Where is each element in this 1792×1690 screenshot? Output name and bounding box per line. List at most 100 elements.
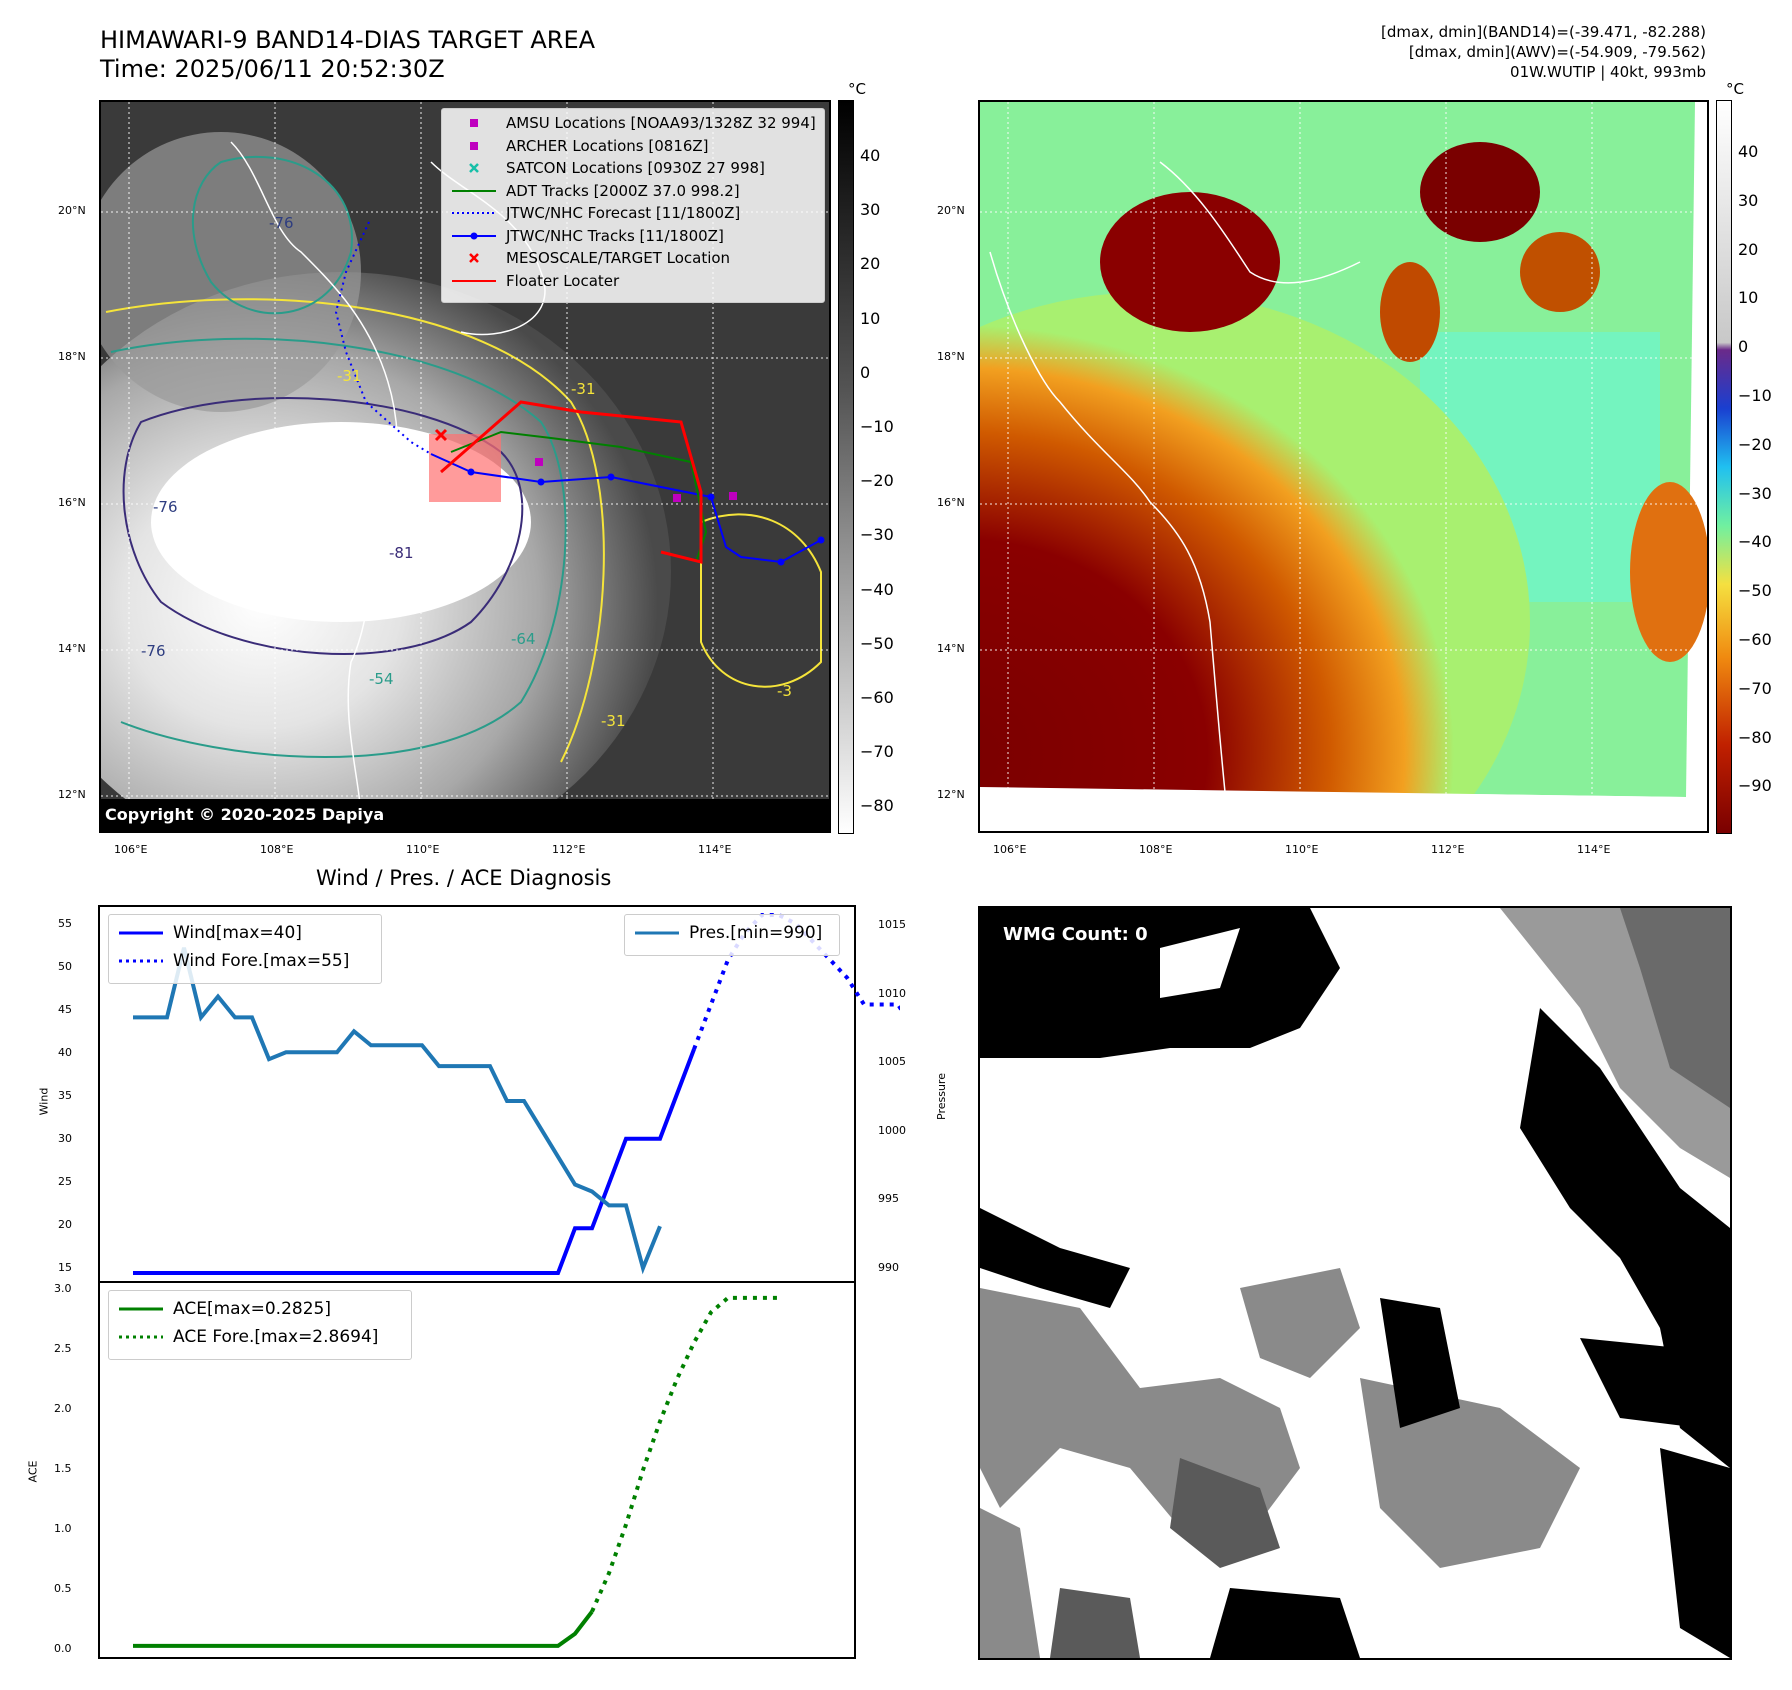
axis-tick-label: 1010 [878,986,906,1000]
wmg-panel: WMG Count: 0 [978,906,1732,1660]
legend-label: ACE Fore.[max=2.8694] [173,1327,379,1347]
pressure-series-line [133,947,662,1275]
colorbar-unit: °C [1726,80,1744,98]
wind-series-line [133,1048,696,1276]
contour-label: -76 [269,214,294,232]
legend-label: Pres.[min=990] [689,923,823,943]
legend-label: ARCHER Locations [0816Z] [506,136,709,155]
lat-tick: 12°N [58,788,86,801]
lon-tick: 106°E [993,843,1027,856]
contour-label: -76 [153,498,178,516]
axis-tick-label: 30 [860,200,881,220]
wind-ace-chart [98,905,900,1659]
legend-item-ace-forecast: ACE Fore.[max=2.8694] [109,1323,411,1351]
axis-tick-label: −40 [860,579,894,599]
lat-tick: 14°N [937,642,965,655]
axis-tick-label: 990 [878,1260,899,1274]
lat-tick: 18°N [58,350,86,363]
ace-forecast-series-line [590,1295,779,1613]
colorbar-gray [838,100,854,834]
lon-tick: 110°E [406,843,440,856]
axis-tick-label: 1.5 [54,1462,72,1475]
axis-tick-label: 45 [58,1003,72,1016]
axis-tick-label: 0.0 [54,1642,72,1655]
stats-line1: [dmax, dmin](BAND14)=(-39.471, -82.288) [1381,23,1706,41]
legend-item-amsu: AMSU Locations [NOAA93/1328Z 32 994] [442,112,824,135]
legend-label: Wind Fore.[max=55] [173,951,350,971]
pressure-axis-label: Pressure [934,1073,948,1120]
main-title-line1: HIMAWARI-9 BAND14-DIAS TARGET AREA [100,26,596,54]
axis-tick-label: 10 [860,308,881,328]
axis-tick-label: 35 [58,1089,72,1102]
axis-tick-label: 30 [1738,190,1759,210]
axis-tick-label: −80 [1738,727,1772,747]
axis-tick-label: −70 [860,742,894,762]
axis-tick-label: −40 [1738,532,1772,552]
axis-tick-label: −70 [1738,678,1772,698]
legend-label: JTWC/NHC Tracks [11/1800Z] [506,226,724,245]
axis-tick-label: 1000 [878,1123,906,1137]
legend-label: MESOSCALE/TARGET Location [506,249,731,268]
lon-tick: 112°E [1431,843,1465,856]
lon-tick: 114°E [1577,843,1611,856]
axis-tick-label: 40 [58,1046,72,1059]
lat-tick: 20°N [937,204,965,217]
legend-item-wind-forecast: Wind Fore.[max=55] [109,947,381,975]
axis-tick-label: 0 [1738,337,1749,357]
legend-label: AMSU Locations [NOAA93/1328Z 32 994] [506,114,816,133]
contour-label: -76 [141,642,166,660]
satellite-map-color [978,100,1709,833]
contour-label: -31 [337,367,362,385]
lon-tick: 108°E [260,843,294,856]
legend-item-adt: ADT Tracks [2000Z 37.0 998.2] [442,180,824,203]
legend-item-ace: ACE[max=0.2825] [109,1295,411,1323]
lon-tick: 106°E [114,843,148,856]
axis-tick-label: −30 [1738,483,1772,503]
axis-tick-label: −20 [860,471,894,491]
axis-tick-label: −90 [1738,776,1772,796]
pressure-legend: Pres.[min=990] [624,914,840,956]
contour-label: -81 [389,544,414,562]
axis-tick-label: 20 [58,1218,72,1231]
wind-legend: Wind[max=40] Wind Fore.[max=55] [108,914,382,984]
legend-label: SATCON Locations [0930Z 27 998] [506,159,765,178]
lat-tick: 12°N [937,788,965,801]
contour-label: -31 [571,380,596,398]
axis-tick-label: 40 [860,146,881,165]
lon-tick: 110°E [1285,843,1319,856]
map-legend: AMSU Locations [NOAA93/1328Z 32 994] ARC… [441,108,825,303]
legend-label: ACE[max=0.2825] [173,1299,331,1319]
lat-tick: 14°N [58,642,86,655]
legend-item-wind: Wind[max=40] [109,919,381,947]
legend-item-jtwc-forecast: JTWC/NHC Forecast [11/1800Z] [442,202,824,225]
lon-tick: 114°E [698,843,732,856]
contour-label: -54 [369,670,394,688]
lat-tick: 16°N [937,496,965,509]
lat-tick: 18°N [937,350,965,363]
axis-tick-label: 2.0 [54,1402,72,1415]
main-title-line2: Time: 2025/06/11 20:52:30Z [100,55,445,83]
contour-label: -31 [601,712,626,730]
legend-label: ADT Tracks [2000Z 37.0 998.2] [506,181,740,200]
axis-tick-label: 25 [58,1175,72,1188]
axis-tick-label: 30 [58,1132,72,1145]
axis-tick-label: −10 [860,417,894,436]
axis-tick-label: 1.0 [54,1522,72,1535]
lat-tick: 20°N [58,204,86,217]
axis-tick-label: 1015 [878,918,906,931]
axis-tick-label: −80 [860,796,894,816]
lon-tick: 112°E [552,843,586,856]
legend-item-jtwc-tracks: JTWC/NHC Tracks [11/1800Z] [442,225,824,248]
legend-label: Wind[max=40] [173,923,302,943]
legend-item-satcon: SATCON Locations [0930Z 27 998] [442,157,824,180]
legend-item-pressure: Pres.[min=990] [625,919,839,947]
satellite-map-gray: -76 -31 -76 -81 -76 -64 -31 -31 -54 -3 A… [99,100,831,833]
stats-line2: [dmax, dmin](AWV)=(-54.909, -79.562) [1408,43,1706,61]
axis-tick-label: 0.5 [54,1582,72,1595]
axis-tick-label: 55 [58,917,72,930]
axis-tick-label: 2.5 [54,1342,72,1355]
axis-tick-label: 1005 [878,1055,906,1068]
colorbar-color [1716,100,1732,834]
legend-label: Floater Locater [506,271,620,290]
lat-tick: 16°N [58,496,86,509]
